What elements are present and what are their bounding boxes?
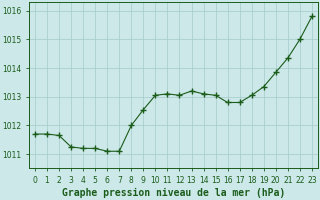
X-axis label: Graphe pression niveau de la mer (hPa): Graphe pression niveau de la mer (hPa) xyxy=(62,188,285,198)
